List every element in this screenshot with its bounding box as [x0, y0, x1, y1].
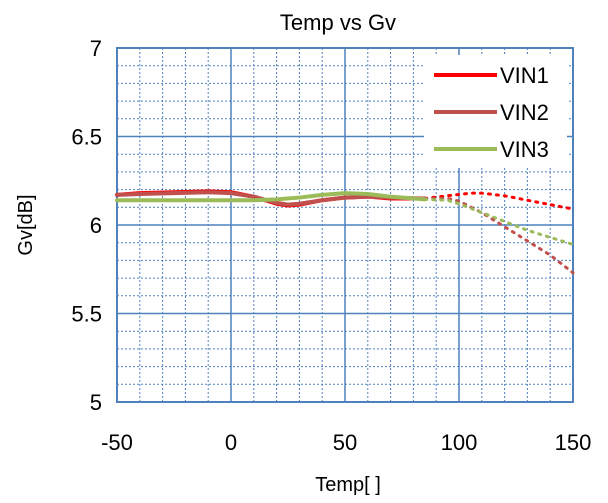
- plot-area-frame: [116, 47, 574, 403]
- y-tick-label: 5: [90, 390, 102, 415]
- series-vin3-line: [115, 191, 427, 203]
- series-vin3-projected-line: [423, 197, 575, 246]
- legend-label-vin2: VIN2: [500, 100, 549, 125]
- legend-label-vin1: VIN1: [500, 63, 549, 88]
- y-axis-label: Gv[dB]: [15, 194, 37, 255]
- x-axis-label: Temp[ ]: [315, 474, 381, 496]
- y-tick-label: 7: [90, 36, 102, 61]
- x-tick-label: 100: [441, 430, 478, 455]
- x-tick-label: 0: [225, 430, 237, 455]
- series-layer: [115, 189, 575, 275]
- y-tick-label: 6.5: [71, 125, 102, 150]
- x-tick-label: 50: [333, 430, 357, 455]
- y-tick-label: 6: [90, 213, 102, 238]
- chart-title: Temp vs Gv: [280, 10, 396, 35]
- series-vin2-projected-line: [423, 196, 575, 275]
- tick-labels: -50 0 50 100 150 5 5.5 6 6.5 7: [71, 36, 591, 455]
- series-vin2-line: [115, 190, 427, 207]
- x-tick-label: -50: [101, 430, 133, 455]
- y-tick-label: 5.5: [71, 302, 102, 327]
- legend: VIN1 VIN2 VIN3: [424, 55, 567, 168]
- legend-label-vin3: VIN3: [500, 137, 549, 162]
- series-vin1-projected-line: [423, 191, 575, 211]
- x-tick-label: 150: [555, 430, 592, 455]
